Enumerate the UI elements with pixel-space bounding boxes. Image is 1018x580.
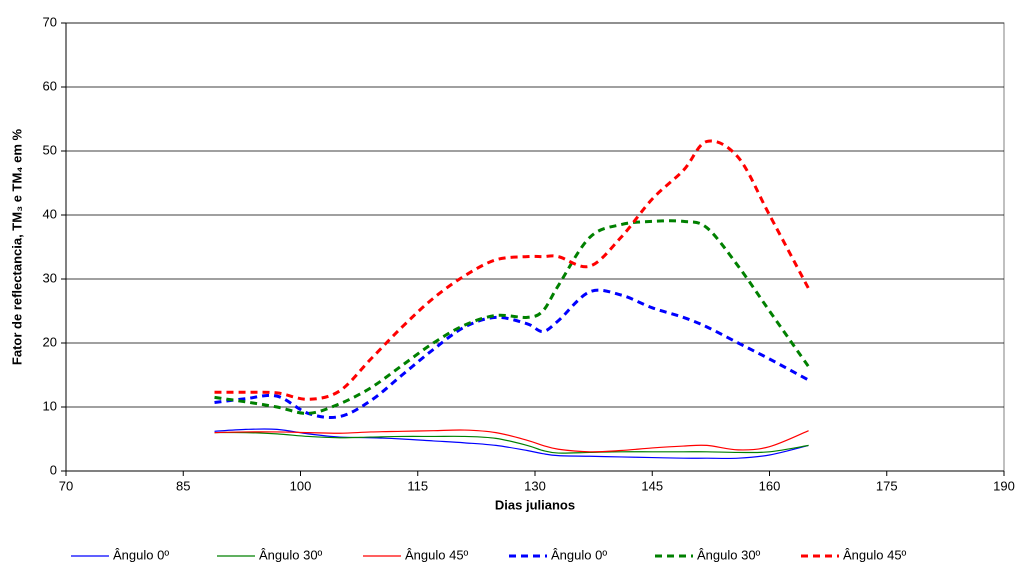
x-tick-label: 115 <box>407 478 428 493</box>
x-tick-label: 190 <box>993 478 1015 493</box>
y-tick-label: 30 <box>43 270 57 285</box>
series-line <box>214 139 810 401</box>
y-tick-label: 10 <box>43 398 57 413</box>
x-tick-label: 70 <box>59 478 73 493</box>
x-tick-label: 145 <box>641 478 663 493</box>
x-tick-label: 130 <box>524 478 546 493</box>
series-line <box>214 219 810 415</box>
series-line <box>214 428 809 460</box>
legend-label: Ângulo 0º <box>551 547 607 562</box>
x-tick-label: 175 <box>876 478 898 493</box>
y-tick-label: 40 <box>43 206 57 221</box>
series-line <box>214 429 809 453</box>
legend-label: Ângulo 0º <box>113 547 169 562</box>
plot-area <box>65 22 1005 472</box>
x-tick-label: 85 <box>176 478 190 493</box>
legend-label: Ângulo 45º <box>843 547 907 562</box>
y-tick-label: 60 <box>43 78 57 93</box>
legend-label: Ângulo 45º <box>405 547 469 562</box>
y-tick-label: 50 <box>43 142 57 157</box>
legend-label: Ângulo 30º <box>697 547 761 562</box>
series-line <box>214 431 809 454</box>
x-tick-label: 100 <box>290 478 312 493</box>
y-tick-label: 20 <box>43 334 57 349</box>
series-line <box>214 288 810 419</box>
y-tick-label: 0 <box>50 462 57 477</box>
x-axis-label: Dias julianos <box>495 497 575 512</box>
legend-label: Ângulo 30º <box>259 547 323 562</box>
y-tick-label: 70 <box>43 14 57 29</box>
y-axis-label: Fator de reflectancia, TM₃ e TM₄ em % <box>9 128 24 365</box>
x-tick-label: 160 <box>759 478 781 493</box>
